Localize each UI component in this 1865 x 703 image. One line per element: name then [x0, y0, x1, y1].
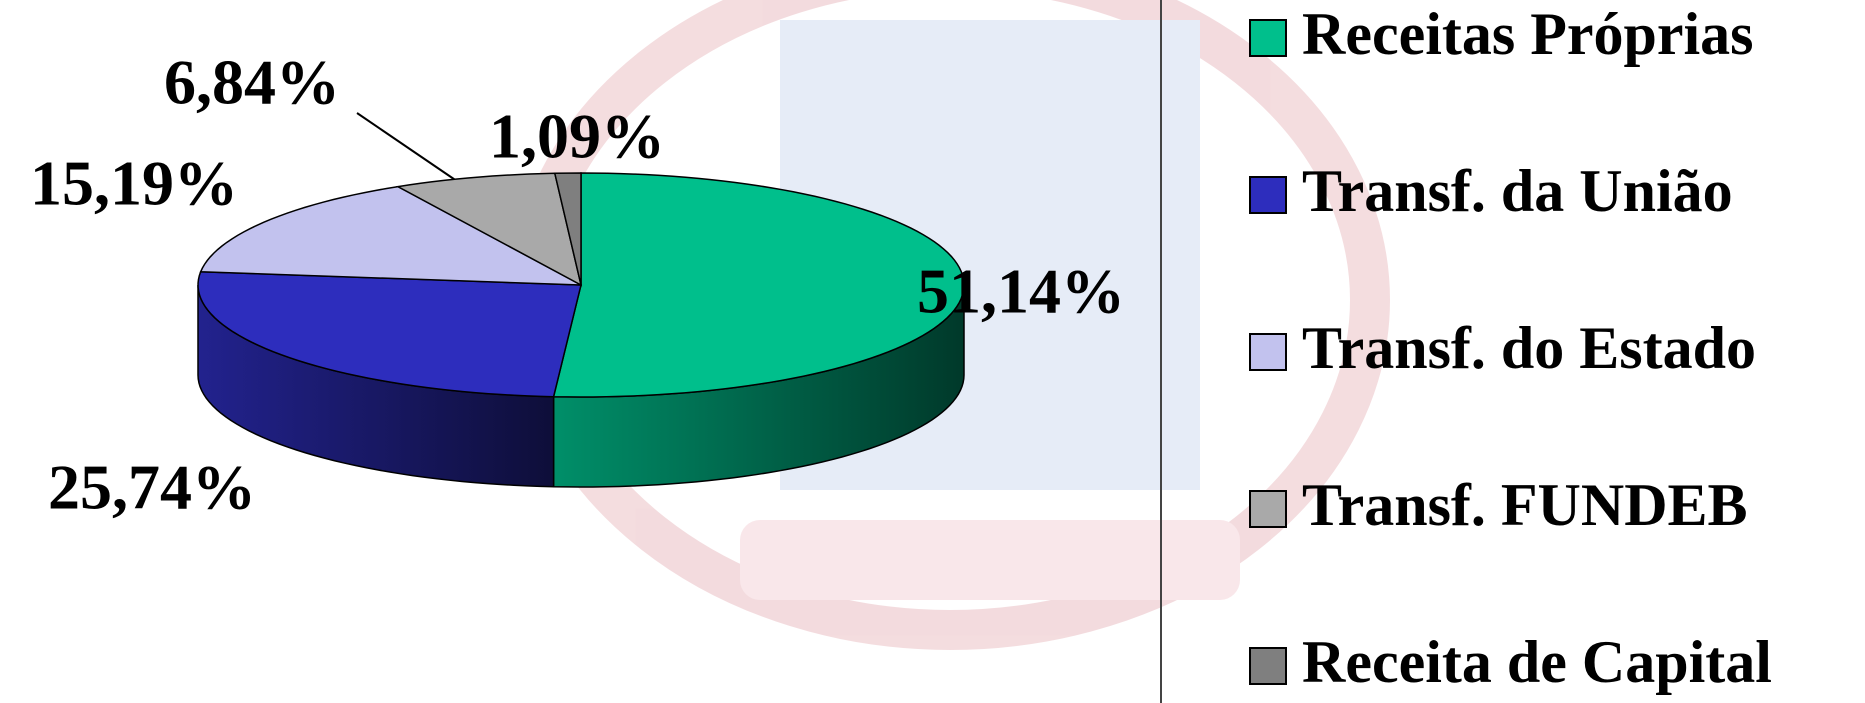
data-label: 25,74%	[48, 452, 256, 523]
legend-swatch	[1250, 491, 1286, 527]
legend: Receitas Próprias Transf. da União Transf.…	[1250, 1, 1772, 695]
leader-line	[357, 113, 470, 190]
legend-label: Transf. FUNDEB	[1302, 472, 1748, 538]
legend-label: Transf. da União	[1302, 158, 1733, 224]
legend-label: Transf. do Estado	[1302, 315, 1756, 381]
legend-swatch	[1250, 648, 1286, 684]
legend-label: Receita de Capital	[1302, 629, 1772, 695]
chart: 51,14% 25,74% 15,19% 6,84% 1,09% Receitas Pr…	[0, 0, 1865, 703]
legend-swatch	[1250, 334, 1286, 370]
legend-swatch	[1250, 20, 1286, 56]
data-label: 6,84%	[164, 47, 340, 118]
data-label: 1,09%	[489, 101, 665, 172]
pie	[198, 173, 964, 487]
data-label: 51,14%	[917, 256, 1125, 327]
legend-swatch	[1250, 177, 1286, 213]
legend-label: Receitas Próprias	[1302, 1, 1754, 67]
data-label: 15,19%	[30, 148, 238, 219]
